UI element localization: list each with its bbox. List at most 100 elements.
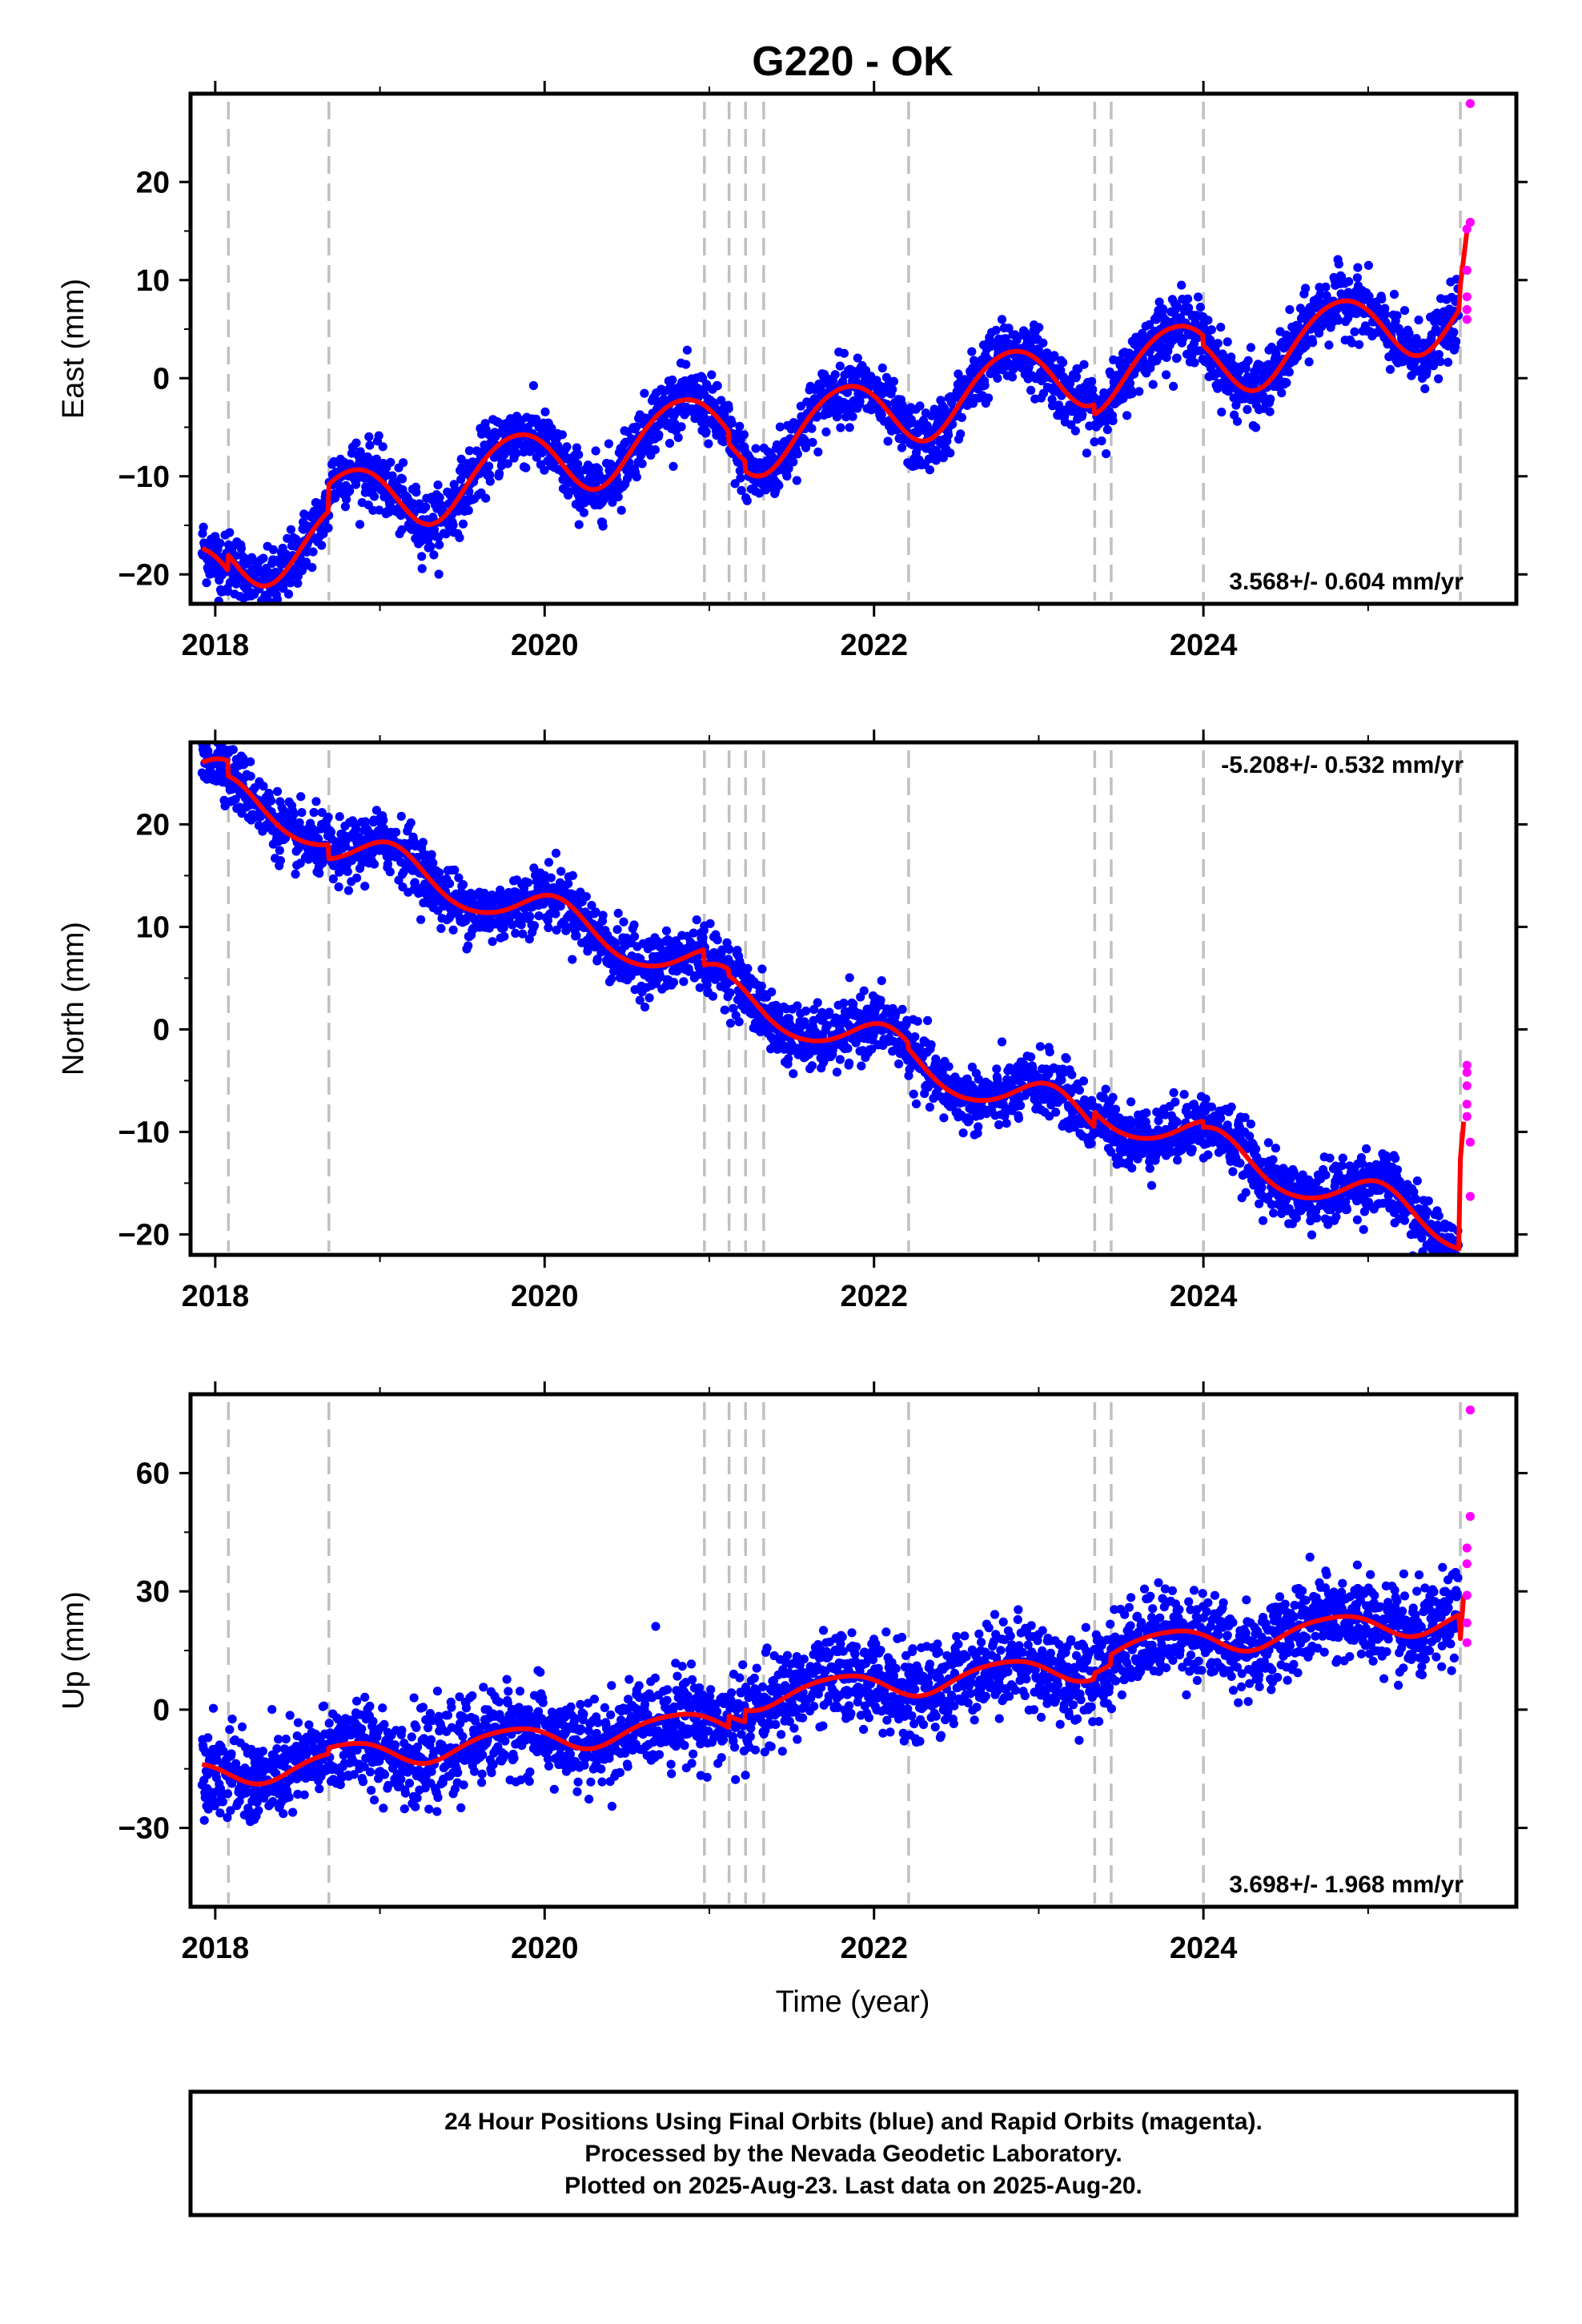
final-orbit-point [1243, 404, 1252, 414]
final-orbit-point [1434, 374, 1443, 384]
final-orbit-point [1078, 1076, 1089, 1086]
final-orbit-point [661, 926, 672, 935]
final-orbit-point [464, 941, 473, 951]
final-orbit-point [330, 493, 340, 503]
final-orbit-point [286, 578, 295, 588]
y-axis-label: East (mm) [57, 279, 90, 419]
final-orbit-point [1145, 1164, 1154, 1173]
final-orbit-point [1127, 389, 1137, 399]
final-orbit-point [246, 757, 255, 766]
final-orbit-point [997, 315, 1007, 324]
final-orbit-point [1012, 336, 1022, 345]
final-orbit-point [640, 1002, 650, 1012]
final-orbit-point [1377, 294, 1387, 304]
final-orbit-point [1207, 325, 1216, 335]
rapid-orbit-point [1465, 217, 1475, 227]
final-orbit-point [1414, 316, 1423, 325]
final-orbit-point [807, 1061, 817, 1071]
final-orbit-point [650, 445, 661, 455]
final-orbit-point [991, 325, 1001, 335]
final-orbit-point [1223, 337, 1232, 347]
final-orbit-point [692, 915, 701, 925]
final-orbit-point [1227, 352, 1236, 362]
final-orbit-point [1071, 372, 1082, 381]
final-orbit-point [1334, 316, 1343, 325]
final-orbit-point [495, 468, 504, 478]
final-orbit-point [669, 978, 679, 987]
final-orbit-point [742, 496, 752, 505]
final-orbit-point [418, 838, 428, 847]
y-tick-label: −20 [118, 558, 170, 592]
final-orbit-point [725, 944, 734, 954]
y-tick-label: −10 [118, 460, 170, 494]
final-orbit-point [897, 1004, 907, 1014]
final-orbit-point [668, 375, 677, 385]
final-orbit-point [888, 384, 897, 394]
final-orbit-point [923, 1015, 933, 1025]
final-orbit-point [342, 495, 351, 505]
final-orbit-point [275, 846, 284, 855]
final-orbit-point [485, 470, 495, 480]
final-orbit-point [1066, 420, 1076, 429]
final-orbit-point [1088, 384, 1098, 395]
final-orbit-point [568, 870, 578, 880]
final-orbit-point [677, 422, 686, 432]
final-orbit-point [845, 423, 854, 432]
final-orbit-point [364, 432, 374, 442]
final-orbit-point [525, 911, 535, 921]
final-orbit-point [992, 1064, 1002, 1074]
final-orbit-point [701, 427, 711, 436]
final-orbit-point [1324, 340, 1334, 350]
final-orbit-point [1380, 309, 1390, 319]
final-orbit-point [1002, 1119, 1011, 1128]
final-orbit-point [1183, 294, 1193, 304]
final-orbit-point [1282, 378, 1291, 388]
final-orbit-point [997, 1037, 1007, 1047]
final-orbit-point [1108, 1092, 1118, 1102]
final-orbit-point [669, 461, 678, 472]
final-orbit-point [568, 955, 577, 964]
final-orbit-point [412, 488, 421, 497]
final-orbit-point [484, 461, 494, 471]
final-orbit-point [980, 380, 990, 390]
final-orbit-point [374, 431, 383, 440]
final-orbit-point [1190, 358, 1199, 368]
final-orbit-point [739, 430, 749, 440]
rapid-orbit-point [1465, 99, 1475, 108]
final-orbit-point [365, 440, 375, 450]
final-orbit-point [1443, 357, 1453, 367]
final-orbit-point [1035, 1042, 1045, 1051]
final-orbit-point [1266, 394, 1275, 404]
final-orbit-point [215, 538, 225, 549]
y-tick-label: 10 [136, 264, 170, 298]
final-orbit-point [355, 520, 365, 529]
final-orbit-point [1172, 353, 1182, 363]
final-orbit-point [574, 520, 584, 529]
final-orbit-point [836, 423, 845, 432]
final-orbit-point [894, 1059, 904, 1069]
final-orbit-point [1231, 400, 1241, 410]
final-orbit-point [225, 528, 235, 537]
final-orbit-point [1050, 351, 1059, 360]
final-orbit-point [1177, 280, 1186, 290]
final-orbit-point [385, 867, 395, 877]
final-orbit-point [654, 430, 664, 440]
final-orbit-point [839, 999, 849, 1008]
final-orbit-point [801, 443, 811, 452]
final-orbit-point [551, 848, 561, 858]
final-orbit-point [259, 782, 268, 791]
final-orbit-point [335, 812, 344, 822]
plot-frame [188, 91, 1519, 606]
final-orbit-point [500, 450, 509, 460]
final-orbit-point [792, 476, 801, 485]
final-orbit-point [743, 963, 753, 973]
final-orbit-point [957, 412, 966, 423]
final-orbit-point [544, 923, 553, 932]
final-orbit-point [416, 915, 426, 924]
final-orbit-point [1127, 1164, 1137, 1173]
final-orbit-point [1026, 1052, 1036, 1062]
final-orbit-point [417, 552, 427, 561]
final-orbit-point [636, 448, 647, 457]
final-orbit-point [1223, 387, 1233, 396]
